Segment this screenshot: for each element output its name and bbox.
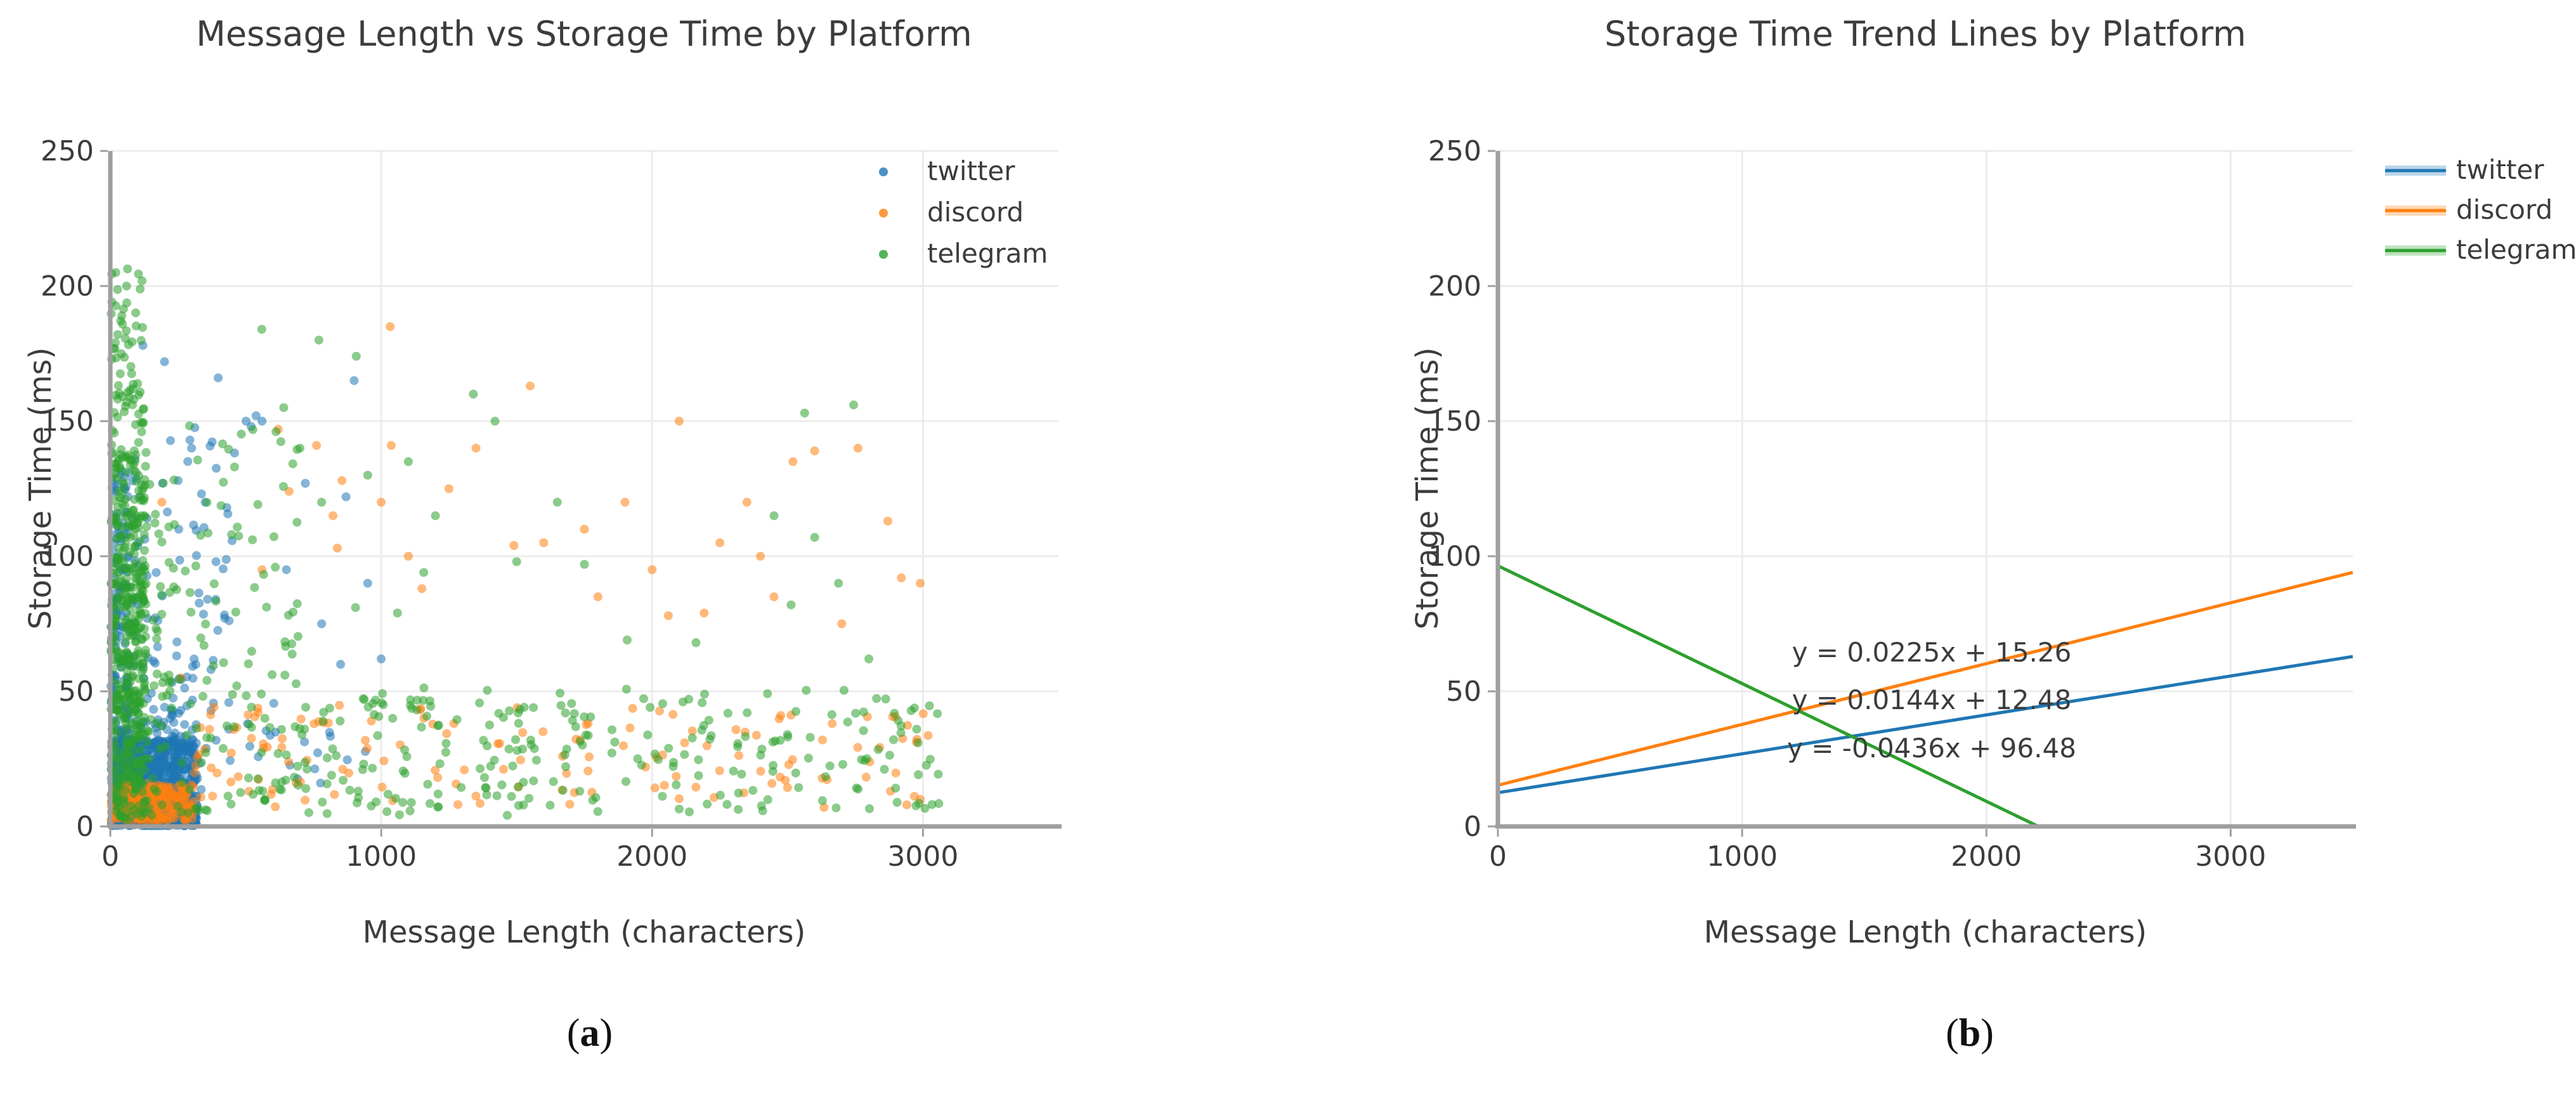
x-axis-label: Message Length (characters): [363, 915, 806, 950]
legend-item-discord: discord: [2385, 194, 2553, 225]
x-tick-label: 0: [101, 840, 119, 873]
x-tick-label: 2000: [1951, 840, 2022, 873]
legend-marker-telegram: [879, 250, 888, 259]
legend-item-telegram: telegram: [879, 238, 1048, 269]
legend-item-discord: discord: [879, 197, 1024, 228]
trend-line-twitter: [1497, 655, 2353, 795]
y-tick-label: 100: [1428, 540, 1481, 573]
y-tick-label: 100: [41, 540, 94, 573]
panel-a: 0 1000 2000 3000 0 50 100 150 200 250 Message Len…: [23, 14, 1062, 1056]
y-axis-label: Storage Time (ms): [1410, 347, 1445, 629]
y-tick-label: 0: [76, 811, 94, 843]
x-tick-label: 3000: [2195, 840, 2266, 873]
caption-close: ): [599, 1012, 613, 1055]
caption-a: (a): [567, 1011, 613, 1056]
scatter-chart: 0 1000 2000 3000 0 50 100 150 200 250 Message Len…: [23, 14, 1062, 950]
caption-letter: b: [1958, 1012, 1981, 1055]
equation-telegram: y = -0.0436x + 96.48: [1787, 733, 2076, 764]
legend: twitter discord telegram: [2385, 154, 2576, 265]
gridlines-layer: [110, 150, 1058, 826]
legend-label-discord: discord: [2456, 194, 2553, 225]
y-tick-label: 150: [1428, 405, 1481, 438]
axes-layer: [100, 150, 1062, 837]
trend-line-chart: 0 1000 2000 3000 0 50 100 150 200 250 Storage Tim…: [1410, 14, 2576, 950]
legend-item-twitter: twitter: [2385, 154, 2544, 185]
y-tick-label: 50: [58, 675, 94, 708]
legend-item-twitter: twitter: [879, 155, 1015, 186]
legend-marker-twitter: [879, 167, 888, 176]
legend-label-telegram: telegram: [927, 238, 1048, 269]
trend-line-telegram: [1497, 564, 2039, 828]
y-tick-label: 250: [1428, 135, 1481, 167]
chart-title: Storage Time Trend Lines by Platform: [1604, 14, 2246, 54]
caption-open: (: [566, 1012, 580, 1055]
y-tick-label: 250: [41, 135, 94, 167]
trend-line-discord: [1497, 571, 2353, 787]
x-tick-label: 2000: [616, 840, 687, 873]
legend: twitter discord telegram: [879, 155, 1048, 269]
panel-b: 0 1000 2000 3000 0 50 100 150 200 250 Storage Tim…: [1288, 0, 2576, 1096]
y-tick-label: 0: [1464, 811, 1481, 843]
equation-twitter: y = 0.0144x + 12.48: [1792, 684, 2072, 715]
x-tick-label: 1000: [346, 840, 417, 873]
legend-item-telegram: telegram: [2385, 234, 2576, 265]
y-tick-label: 200: [41, 270, 94, 303]
y-axis-label: Storage Time (ms): [23, 347, 58, 629]
chart-title: Message Length vs Storage Time by Platfo…: [196, 14, 972, 54]
x-tick-label: 0: [1489, 840, 1507, 873]
legend-label-telegram: telegram: [2456, 234, 2576, 265]
gridlines-layer: [1498, 150, 2353, 826]
caption-letter: a: [580, 1012, 600, 1055]
legend-label-discord: discord: [927, 197, 1024, 228]
series-telegram-points: [107, 264, 944, 825]
legend-marker-discord: [879, 209, 888, 218]
tick-labels-layer: 0 1000 2000 3000 0 50 100 150 200 250: [41, 135, 958, 873]
caption-open: (: [1946, 1012, 1959, 1055]
y-tick-label: 150: [41, 405, 94, 438]
y-tick-label: 50: [1446, 675, 1481, 708]
legend-label-twitter: twitter: [2456, 154, 2544, 185]
caption-close: ): [1981, 1012, 1994, 1055]
caption-b: (b): [1946, 1011, 1994, 1056]
y-tick-label: 200: [1428, 270, 1481, 303]
tick-labels-layer: 0 1000 2000 3000 0 50 100 150 200 250: [1428, 135, 2266, 873]
x-axis-label: Message Length (characters): [1704, 915, 2147, 950]
legend-label-twitter: twitter: [927, 155, 1015, 186]
scatter-points-layer: [106, 264, 944, 831]
x-tick-label: 3000: [887, 840, 958, 873]
axes-layer: [1488, 150, 2356, 837]
trend-lines-layer: [1497, 564, 2353, 828]
equation-discord: y = 0.0225x + 15.26: [1792, 637, 2072, 668]
x-tick-label: 1000: [1707, 840, 1778, 873]
